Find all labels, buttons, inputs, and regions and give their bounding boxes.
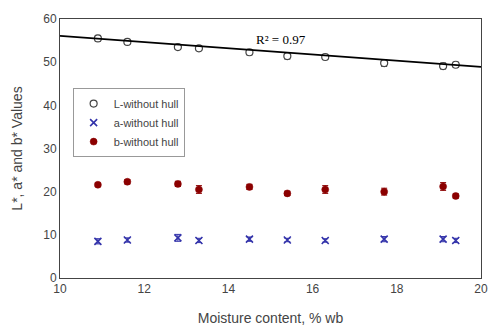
svg-text:12: 12 [138,282,152,296]
svg-text:R² = 0.97: R² = 0.97 [256,32,306,47]
svg-text:20: 20 [474,282,488,296]
svg-text:L-without hull: L-without hull [114,98,179,110]
svg-text:18: 18 [390,282,404,296]
svg-text:14: 14 [222,282,236,296]
svg-text:Moisture content, % wb: Moisture content, % wb [198,310,344,326]
svg-text:a-without hull: a-without hull [114,117,179,129]
svg-text:16: 16 [306,282,320,296]
svg-text:10: 10 [53,282,67,296]
svg-text:b-without hull: b-without hull [114,136,179,148]
svg-text:40: 40 [43,99,57,113]
svg-text:L*, a* and b* Values: L*, a* and b* Values [9,86,25,210]
svg-text:20: 20 [43,185,57,199]
svg-text:60: 60 [43,12,57,26]
svg-text:0: 0 [50,271,57,285]
svg-text:30: 30 [43,142,57,156]
svg-text:10: 10 [43,228,57,242]
svg-text:50: 50 [43,55,57,69]
